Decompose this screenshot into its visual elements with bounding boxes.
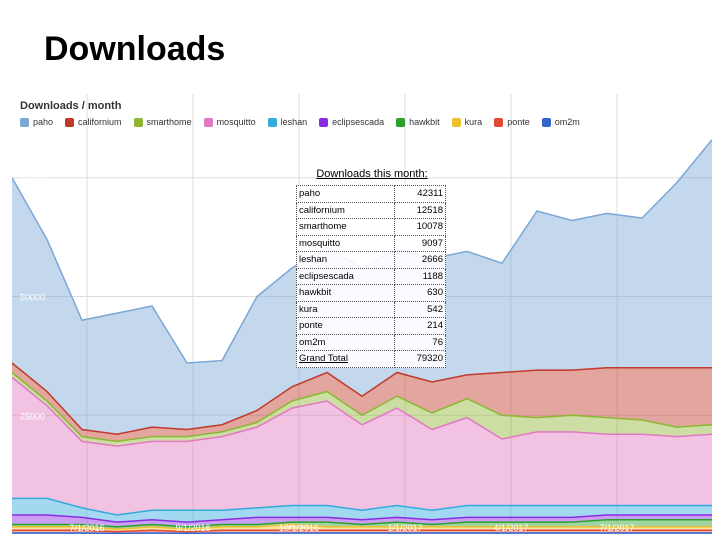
legend-label: ponte — [507, 117, 530, 127]
series-line-smarthome — [12, 371, 712, 443]
project-name: paho — [296, 185, 395, 203]
y-tick-label: 25000 — [20, 411, 45, 421]
legend-item-paho: paho — [20, 117, 53, 127]
download-count: 630 — [393, 284, 447, 302]
series-line-leshan — [12, 497, 712, 516]
x-tick-label: 1/1/2017 — [387, 523, 422, 533]
download-count: 76 — [393, 333, 447, 351]
legend-swatch — [319, 117, 329, 127]
download-count: 42311 — [393, 185, 447, 203]
legend-label: californium — [78, 117, 122, 127]
x-tick-label: 10/1/2016 — [279, 523, 319, 533]
total-label: Grand Total — [296, 350, 395, 368]
project-name: ponte — [296, 317, 395, 335]
x-tick-label: 7/1/2016 — [69, 523, 104, 533]
y-tick-label: 50000 — [20, 293, 45, 303]
legend-swatch — [541, 117, 551, 127]
table-row: hawkbit 630 — [296, 284, 447, 302]
download-count: 12518 — [393, 201, 447, 219]
legend-item-californium: californium — [65, 117, 122, 127]
table-row: paho 42311 — [296, 185, 447, 203]
legend-label: paho — [33, 117, 54, 127]
download-count: 2666 — [393, 251, 447, 269]
month-summary-table: paho 42311 californium 12518 smarthome 10078 m… — [296, 185, 447, 368]
project-name: eclipsescada — [296, 267, 395, 285]
legend-label: leshan — [280, 117, 308, 127]
legend-swatch — [203, 117, 213, 127]
legend-swatch — [65, 117, 75, 127]
download-count: 10078 — [393, 218, 447, 236]
series-line-californium — [12, 362, 712, 436]
legend-swatch — [396, 117, 406, 127]
legend-item-hawkbit: hawkbit — [396, 117, 440, 127]
legend-swatch — [451, 117, 461, 127]
legend-item-eclipsescada: eclipsescada — [319, 117, 384, 127]
download-count: 542 — [393, 300, 447, 318]
project-name: kura — [296, 300, 395, 318]
legend-swatch — [20, 117, 29, 127]
legend-item-ponte: ponte — [494, 117, 530, 127]
table-row: smarthome 10078 — [296, 218, 447, 236]
legend-label: hawkbit — [409, 117, 440, 127]
area-californium — [12, 363, 712, 442]
chart-legend: paho californium smarthome mosquitto leshan e… — [20, 117, 580, 127]
project-name: hawkbit — [296, 284, 395, 302]
project-name: mosquitto — [296, 234, 395, 252]
project-name: om2m — [296, 333, 395, 351]
x-tick-label: 4/1/2017 — [493, 523, 528, 533]
downloads-chart: 75000 50000 25000 7/1/2016 9/1/2016 10/1/2016… — [12, 94, 712, 540]
legend-label: kura — [464, 117, 483, 127]
series-line-eclipsescada — [12, 514, 712, 523]
month-summary-title: Downloads this month: — [316, 168, 428, 180]
chart-title: Downloads / month — [20, 100, 122, 112]
legend-label: smarthome — [146, 117, 192, 127]
table-row: eclipsescada 1188 — [296, 267, 447, 285]
table-row: mosquitto 9097 — [296, 234, 447, 252]
area-smarthome — [12, 372, 712, 447]
table-total-row: Grand Total 79320 — [296, 350, 447, 368]
area-mosquitto — [12, 377, 712, 515]
total-value: 79320 — [393, 350, 447, 368]
download-count: 1188 — [393, 267, 447, 285]
legend-label: om2m — [554, 117, 580, 127]
legend-item-leshan: leshan — [267, 117, 308, 127]
legend-label: eclipsescada — [332, 117, 385, 127]
series-line-ponte — [12, 529, 712, 533]
slide-title: Downloads — [44, 30, 226, 68]
legend-swatch — [267, 117, 277, 127]
table-row: leshan 2666 — [296, 251, 447, 269]
legend-label: mosquitto — [216, 117, 256, 127]
legend-item-om2m: om2m — [541, 117, 580, 127]
table-row: om2m 76 — [296, 333, 447, 351]
table-row: kura 542 — [296, 300, 447, 318]
x-tick-label: 7/1/2017 — [599, 523, 634, 533]
legend-item-mosquitto: mosquitto — [203, 117, 256, 127]
project-name: smarthome — [296, 218, 395, 236]
legend-item-kura: kura — [451, 117, 483, 127]
table-row: californium 12518 — [296, 201, 447, 219]
project-name: leshan — [296, 251, 395, 269]
month-summary-box: Downloads this month: paho 42311 californi… — [296, 168, 448, 368]
series-line-mosquitto — [12, 376, 712, 447]
x-tick-label: 9/1/2016 — [175, 523, 210, 533]
download-count: 214 — [393, 317, 447, 335]
series-line-hawkbit — [12, 519, 712, 528]
legend-swatch — [494, 117, 504, 127]
table-row: ponte 214 — [296, 317, 447, 335]
legend-item-smarthome: smarthome — [133, 117, 192, 127]
y-tick-label: 75000 — [20, 174, 45, 184]
legend-swatch — [133, 117, 143, 127]
project-name: californium — [296, 201, 395, 219]
series-line-kura — [12, 523, 712, 531]
download-count: 9097 — [393, 234, 447, 252]
